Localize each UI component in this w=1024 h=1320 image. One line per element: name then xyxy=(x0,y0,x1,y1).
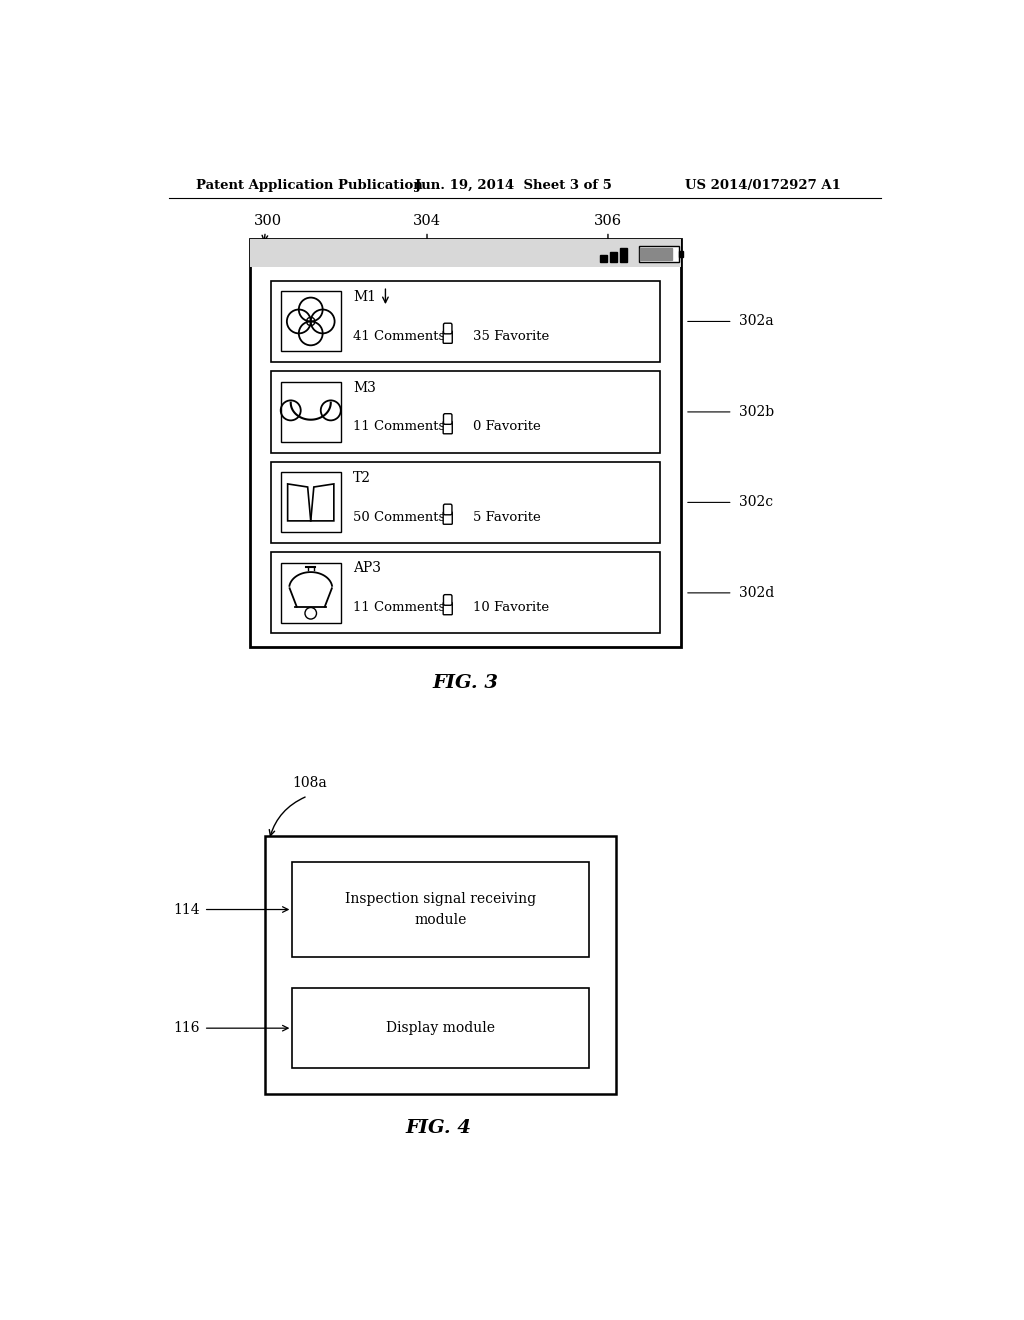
Bar xyxy=(271,371,660,453)
Text: 5 Favorite: 5 Favorite xyxy=(473,511,541,524)
Text: 10 Favorite: 10 Favorite xyxy=(473,601,549,614)
Bar xyxy=(271,462,660,543)
FancyBboxPatch shape xyxy=(443,323,452,334)
Text: 11 Comments: 11 Comments xyxy=(353,601,445,614)
Text: Inspection signal receiving
module: Inspection signal receiving module xyxy=(345,892,536,927)
Bar xyxy=(281,473,341,532)
Text: 11 Comments: 11 Comments xyxy=(353,420,445,433)
Text: 304: 304 xyxy=(413,214,441,227)
Bar xyxy=(281,292,341,351)
Bar xyxy=(292,989,589,1068)
Text: 306: 306 xyxy=(594,214,622,227)
Text: FIG. 4: FIG. 4 xyxy=(406,1119,472,1138)
Text: M3: M3 xyxy=(353,380,376,395)
Bar xyxy=(250,239,681,267)
Text: US 2014/0172927 A1: US 2014/0172927 A1 xyxy=(685,178,841,191)
Bar xyxy=(292,862,589,957)
Bar xyxy=(679,251,683,257)
Text: Patent Application Publication: Patent Application Publication xyxy=(196,178,423,191)
Text: AP3: AP3 xyxy=(353,561,381,576)
Text: 302d: 302d xyxy=(739,586,774,599)
Text: 50 Comments: 50 Comments xyxy=(353,511,445,524)
Text: 302b: 302b xyxy=(739,405,774,418)
Bar xyxy=(265,836,615,1094)
Bar xyxy=(271,552,660,634)
FancyBboxPatch shape xyxy=(443,504,452,515)
Bar xyxy=(271,281,660,362)
Text: 300: 300 xyxy=(254,214,282,227)
Text: T2: T2 xyxy=(353,471,371,484)
Bar xyxy=(281,562,341,623)
FancyBboxPatch shape xyxy=(443,512,453,524)
Bar xyxy=(610,252,617,261)
Bar xyxy=(621,248,628,261)
Bar xyxy=(600,256,607,261)
Text: FIG. 3: FIG. 3 xyxy=(432,675,499,692)
Bar xyxy=(281,381,341,442)
FancyBboxPatch shape xyxy=(443,331,453,343)
FancyBboxPatch shape xyxy=(443,413,452,424)
FancyBboxPatch shape xyxy=(443,594,452,606)
Text: Display module: Display module xyxy=(386,1022,495,1035)
Text: Jun. 19, 2014  Sheet 3 of 5: Jun. 19, 2014 Sheet 3 of 5 xyxy=(416,178,612,191)
Text: 41 Comments: 41 Comments xyxy=(353,330,445,343)
Text: 0 Favorite: 0 Favorite xyxy=(473,420,541,433)
Text: 302c: 302c xyxy=(739,495,773,510)
FancyBboxPatch shape xyxy=(443,602,453,615)
Bar xyxy=(640,248,672,260)
Bar xyxy=(250,239,681,647)
Text: 114: 114 xyxy=(173,903,200,916)
Text: 108a: 108a xyxy=(292,776,327,789)
FancyBboxPatch shape xyxy=(443,421,453,434)
Bar xyxy=(639,247,679,261)
Text: 302a: 302a xyxy=(739,314,773,329)
Text: 35 Favorite: 35 Favorite xyxy=(473,330,550,343)
Text: 116: 116 xyxy=(173,1022,200,1035)
Text: M1: M1 xyxy=(353,290,376,304)
